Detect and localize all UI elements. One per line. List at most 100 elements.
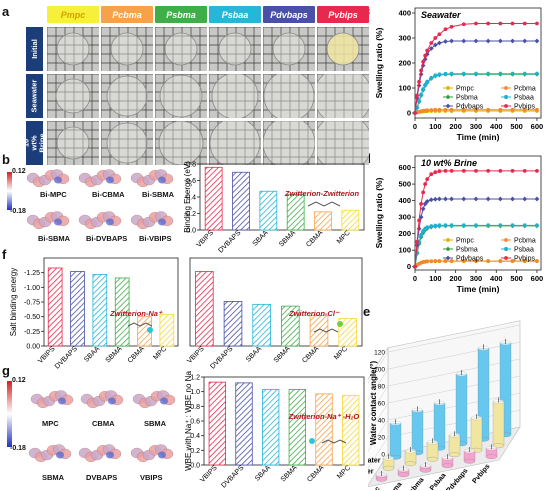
x-tick-label: SBAA	[245, 345, 263, 363]
brine-swelling-chart: 0 100 200 300 400 500 600 0 100 200 300 400 500 600 Ti…	[375, 155, 543, 294]
annotation: Zwitterion-Na⁺ -H₂O	[288, 412, 360, 421]
hydrogel-disc	[56, 32, 90, 66]
data-point	[445, 246, 451, 252]
hydrogel-disc	[55, 78, 91, 114]
data-point	[433, 36, 438, 40]
data-point	[522, 223, 527, 228]
esp-color-bar	[7, 172, 12, 210]
legend-label: Pvbips	[514, 104, 536, 111]
y-tick-label: -0.50	[24, 314, 40, 321]
bar-3d	[389, 419, 402, 460]
data-point	[498, 259, 503, 263]
bar-3d	[411, 406, 424, 456]
molecule-surface	[132, 390, 176, 409]
mol-label: SBMA	[144, 419, 167, 428]
data-point	[449, 24, 454, 29]
bar-3d	[455, 370, 468, 447]
data-point	[474, 107, 478, 112]
ion-marker	[309, 438, 315, 444]
data-point	[474, 168, 478, 173]
row-label: DI water	[368, 458, 381, 465]
x-tick-label: SBMA	[278, 229, 297, 248]
hydrogel-disc	[164, 32, 198, 66]
chart-title: 10 wt% Brine	[421, 158, 477, 168]
hydrogel-disc	[211, 74, 259, 118]
x-tick-label: CBMA	[301, 345, 320, 364]
data-point	[428, 46, 434, 51]
series-pcbma	[413, 107, 539, 115]
data-point	[461, 22, 466, 27]
bar-3d	[441, 454, 454, 469]
legend-label: Pvbips	[514, 256, 536, 263]
hydrogel-disc	[326, 32, 360, 66]
gridline	[387, 375, 521, 404]
x-tick-label: 300	[470, 274, 483, 283]
gridline	[387, 392, 521, 421]
hydrogel-photo	[317, 74, 369, 118]
data-point	[486, 21, 491, 26]
contact-angle-3d-chart: 0 20 40 60 80 100 120 Water contact angle(°) DI …	[368, 320, 521, 490]
category-label: Pmpc	[368, 485, 382, 490]
data-point	[429, 224, 434, 229]
y-axis-label: Binding Energy (eV)	[183, 161, 192, 233]
y-tick-label: 1.0	[190, 389, 200, 396]
structure-sketch	[307, 201, 341, 207]
molecule-surface	[130, 444, 174, 463]
bar-3d	[382, 454, 395, 471]
data-point	[443, 72, 448, 76]
hydrogel-disc	[263, 74, 315, 118]
hydrogel-photo	[155, 74, 207, 118]
x-tick-label: CBMA	[127, 345, 146, 364]
data-point	[498, 71, 503, 76]
data-point	[522, 107, 527, 112]
data-point	[522, 168, 527, 173]
y-tick-label: 200	[398, 229, 411, 238]
bar	[309, 315, 329, 347]
x-tick-label: MPC	[336, 464, 352, 480]
x-tick-label: SBMA	[105, 345, 124, 364]
data-point	[432, 196, 438, 202]
data-point	[429, 108, 434, 112]
hydrogel-photo	[263, 121, 315, 165]
x-tick-label: SBAA	[252, 229, 270, 247]
bar	[223, 301, 243, 347]
molecule-esp-maps-b: 0.12 -0.18 Bi-MPC Bi-CBMA Bi-SBMA Bi-SBM…	[6, 162, 182, 244]
data-point	[461, 38, 467, 44]
gridline	[387, 341, 521, 370]
x-tick-label: SBAA	[83, 345, 101, 363]
bar-3d	[463, 447, 476, 464]
legend-label: Pcbma	[514, 238, 536, 245]
y-tick-label: 100	[398, 246, 411, 255]
data-point	[510, 71, 515, 76]
x-tick-label: SBMA	[280, 464, 299, 483]
data-point	[443, 223, 448, 228]
data-point	[503, 95, 509, 99]
mol-label: Bi-DVBAPS	[86, 234, 128, 243]
y-tick-label: 300	[398, 213, 411, 222]
data-point	[473, 196, 479, 202]
mol-label: CBMA	[92, 419, 115, 428]
plot-frame	[43, 257, 179, 347]
data-point	[485, 71, 491, 76]
y-axis-label: Salt binding energy	[9, 268, 18, 337]
mol-label: Bi-VBIPS	[139, 234, 172, 243]
gridline	[387, 324, 521, 353]
data-point	[421, 59, 426, 64]
x-tick-label: VBIPS	[37, 345, 57, 365]
x-tick-label: MPC	[336, 229, 352, 245]
data-point	[421, 190, 426, 195]
bar	[195, 271, 214, 347]
hydrogel-disc	[317, 74, 369, 118]
hydrogel-photo	[47, 121, 99, 165]
annotation: Zwitterion-Na⁺	[109, 309, 163, 318]
bar	[315, 393, 333, 466]
hydrogel-photo	[155, 121, 207, 165]
bar	[314, 211, 332, 231]
annotation: Zwitterion-Zwitterion	[284, 189, 360, 198]
data-point	[416, 99, 422, 103]
data-point	[425, 177, 430, 182]
bar	[259, 190, 278, 231]
data-point	[503, 247, 509, 251]
esp-scale-max: 0.12	[12, 168, 26, 175]
bar	[338, 318, 357, 347]
